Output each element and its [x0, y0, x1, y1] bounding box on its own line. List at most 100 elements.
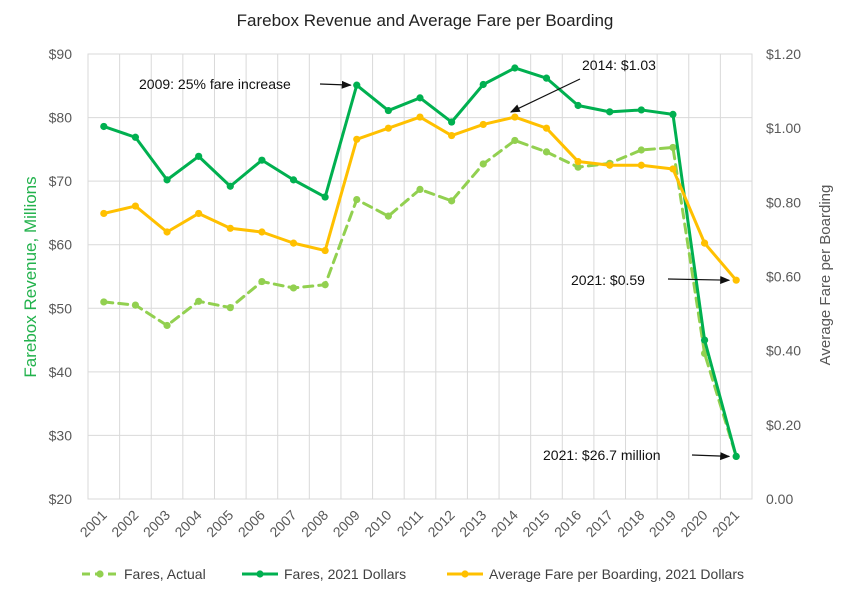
y-right-tick-label: $0.20 — [766, 417, 801, 433]
x-tick-label: 2007 — [266, 507, 299, 540]
data-point — [384, 124, 392, 132]
x-tick-label: 2021 — [709, 507, 742, 540]
data-point — [100, 298, 108, 306]
x-axis-tick-labels: 2001200220032004200520062007200820092010… — [77, 507, 743, 540]
data-point — [226, 304, 234, 312]
y-right-tick-label: 0.00 — [766, 491, 793, 507]
data-point — [289, 176, 298, 184]
data-point — [195, 209, 203, 218]
data-point — [131, 133, 140, 141]
x-tick-label: 2020 — [677, 507, 710, 540]
x-tick-label: 2009 — [330, 507, 363, 540]
annotation-label: 2021: $26.7 million — [543, 447, 661, 463]
data-point — [321, 193, 329, 201]
data-point — [700, 336, 709, 344]
x-tick-label: 2013 — [456, 507, 489, 540]
y-axis-right-label: Average Fare per Boarding — [817, 185, 834, 366]
data-point — [700, 239, 709, 247]
data-point — [289, 284, 298, 292]
data-point — [669, 110, 677, 118]
data-point — [637, 146, 645, 154]
data-point — [226, 182, 234, 190]
data-point — [732, 276, 740, 284]
data-point — [448, 131, 456, 140]
data-point — [163, 228, 171, 236]
data-point — [416, 113, 424, 121]
data-point — [606, 108, 614, 116]
y-left-tick-label: $30 — [49, 427, 73, 443]
series-layer — [100, 64, 740, 461]
annotation-arrow — [667, 276, 731, 285]
x-tick-label: 2018 — [614, 507, 647, 540]
x-tick-label: 2011 — [394, 507, 427, 540]
data-point — [353, 81, 361, 89]
x-tick-label: 2017 — [582, 507, 615, 540]
plot-area-border — [87, 53, 753, 500]
y-left-tick-label: $80 — [49, 110, 73, 126]
data-point — [669, 143, 677, 152]
y-left-tick-label: $20 — [49, 491, 73, 507]
y-right-tick-label: $0.80 — [766, 194, 801, 210]
horizontal-gridlines — [88, 117, 752, 436]
data-point — [258, 156, 266, 164]
x-tick-label: 2010 — [361, 507, 394, 540]
data-point — [258, 277, 266, 286]
series-2 — [100, 64, 740, 461]
series-1 — [100, 136, 740, 461]
data-point — [574, 101, 582, 110]
annotation-arrow — [319, 80, 352, 89]
x-tick-label: 2015 — [519, 507, 552, 540]
data-point — [479, 160, 487, 168]
y-left-tick-label: $70 — [49, 173, 73, 189]
data-point — [195, 152, 203, 160]
y-left-tick-label: $90 — [49, 46, 73, 62]
data-point — [448, 197, 456, 205]
x-tick-label: 2005 — [203, 507, 236, 540]
data-point — [416, 94, 424, 102]
legend-item: Fares, 2021 Dollars — [242, 566, 406, 582]
y-axis-left-label: Farebox Revenue, Millions — [21, 176, 40, 377]
legend-label: Average Fare per Boarding, 2021 Dollars — [489, 566, 744, 582]
data-point — [479, 120, 487, 129]
legend-swatch-marker — [461, 570, 469, 578]
legend: Fares, Actual Fares, 2021 Dollars Average … — [82, 566, 744, 582]
y-right-tick-label: $1.00 — [766, 120, 801, 136]
data-point — [258, 228, 266, 236]
x-tick-label: 2019 — [646, 507, 679, 540]
annotation-label: 2021: $0.59 — [571, 272, 645, 288]
legend-label: Fares, 2021 Dollars — [284, 566, 406, 582]
data-point — [479, 80, 487, 89]
data-point — [384, 106, 392, 115]
data-point — [511, 113, 519, 121]
data-point — [574, 163, 582, 171]
x-tick-label: 2014 — [488, 507, 521, 540]
y-right-tick-label: $0.40 — [766, 343, 801, 359]
data-point — [637, 161, 645, 169]
data-point — [732, 452, 740, 461]
left-axis-tick-labels: $20 $30 $40 $50 $60 $70 $80 $90 — [49, 46, 73, 507]
data-point — [511, 64, 519, 72]
y-left-tick-label: $60 — [49, 237, 73, 253]
legend-item: Fares, Actual — [82, 566, 206, 582]
data-point — [416, 185, 424, 194]
legend-swatch-marker — [256, 570, 264, 578]
x-tick-label: 2003 — [140, 507, 173, 540]
data-point — [131, 202, 140, 210]
data-point — [100, 209, 108, 218]
annotation-arrow — [691, 452, 731, 461]
data-point — [226, 224, 234, 232]
x-tick-label: 2004 — [171, 507, 204, 540]
y-left-tick-label: $50 — [49, 300, 73, 316]
data-point — [100, 122, 108, 131]
legend-item: Average Fare per Boarding, 2021 Dollars — [447, 566, 744, 582]
chart-title: Farebox Revenue and Average Fare per Boa… — [237, 11, 614, 30]
data-point — [384, 212, 392, 220]
data-point — [448, 118, 456, 126]
legend-label: Fares, Actual — [124, 566, 206, 582]
data-point — [289, 239, 298, 247]
data-point — [542, 124, 551, 132]
x-tick-label: 2008 — [298, 507, 331, 540]
series-line — [102, 115, 738, 282]
data-point — [321, 246, 329, 255]
